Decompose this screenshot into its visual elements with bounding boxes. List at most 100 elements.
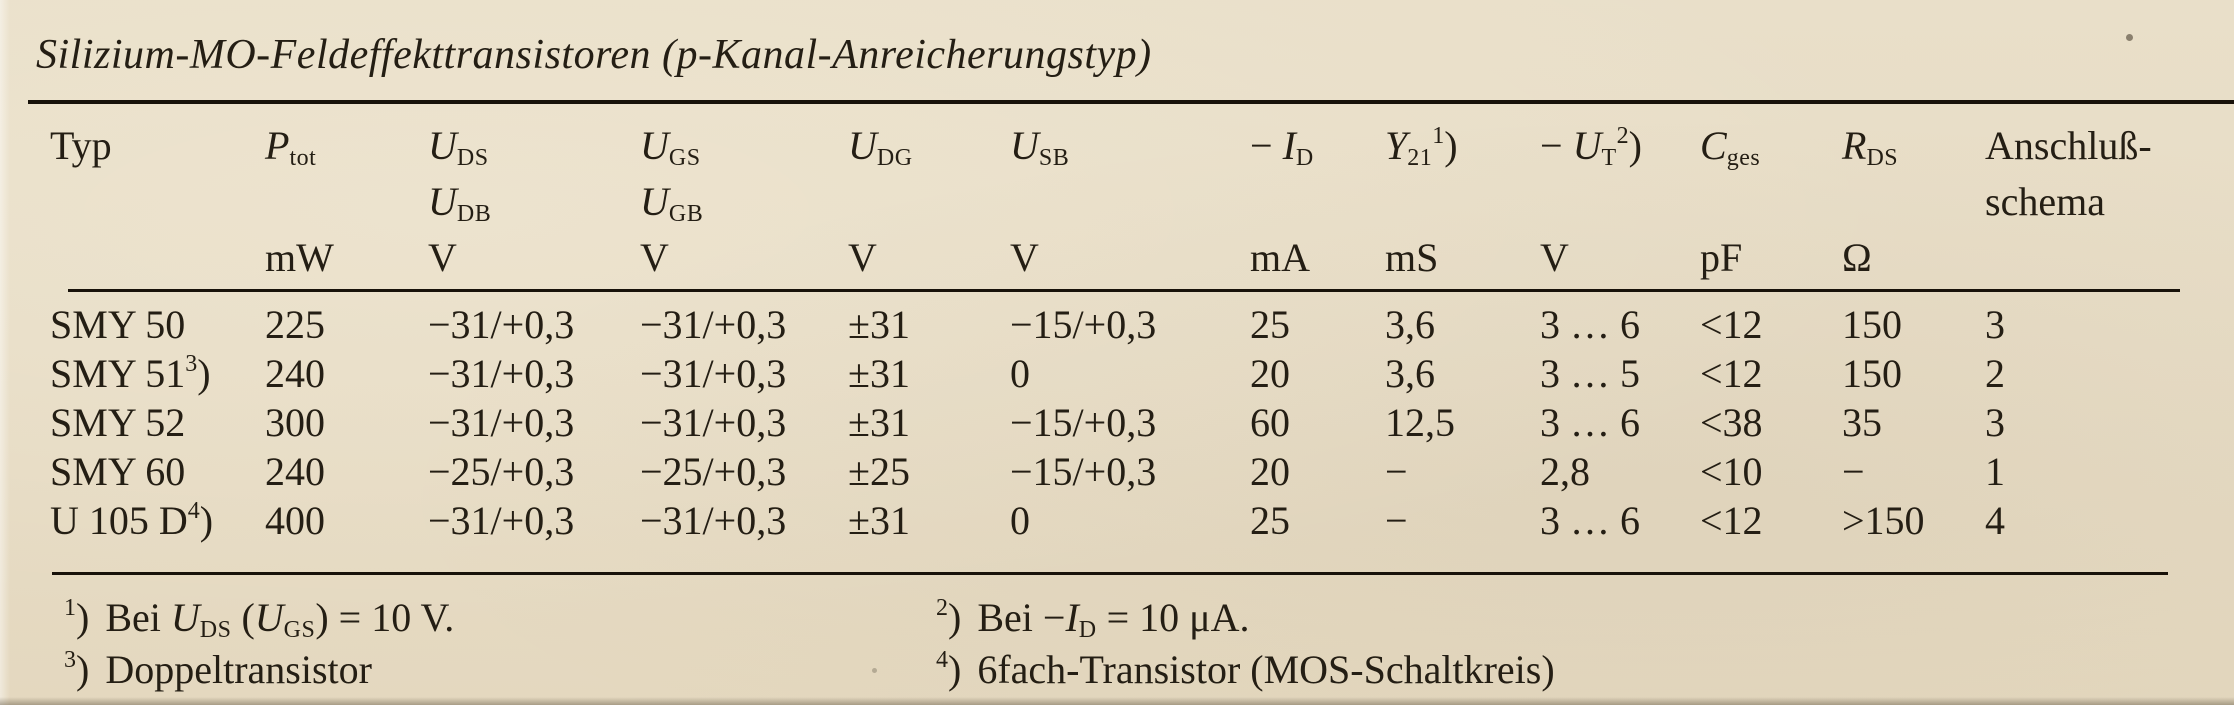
symbol-p: P [265,123,290,168]
horizontal-rule-top [28,100,2234,104]
footnote-mark-4: 4 [936,647,948,673]
symbol-r: R [1842,123,1867,168]
footnote-text: Bei [105,595,171,640]
cell-r2-typ: SMY 513) [50,349,265,398]
cell-r3-udg: ±31 [848,400,910,445]
subscript-ges: ges [1726,145,1761,171]
paren: ) [199,498,214,543]
minus-sign: − [1540,123,1573,168]
cell-r1-usb: −15/+0,3 [1010,302,1157,347]
cell-r5-schema: 4 [1985,498,2005,543]
cell-r3-ugs: −31/+0,3 [640,400,787,445]
footnote-mark-2: 2 [936,595,948,621]
cell-r2-ut: 3 … 5 [1540,351,1640,396]
cell-r5-uds: −31/+0,3 [428,498,575,543]
paper-speck [2126,34,2133,41]
horizontal-rule-above-footnotes [52,572,2168,575]
scan-left-edge [0,0,10,705]
subscript-gb: GB [668,201,704,227]
symbol-u: U [1572,123,1602,168]
cell-r4-udg: ±25 [848,449,910,494]
minus-sign: − [1250,123,1283,168]
col-header-cges: Cges [1700,118,1842,230]
subscript-d: D [1078,617,1097,643]
subscript-ds: DS [199,617,232,643]
paren: ) [197,351,211,396]
cell-r3-usb: −15/+0,3 [1010,400,1157,445]
subscript-tot: tot [289,145,317,171]
col-header-typ: Typ [50,118,265,230]
cell-r4-usb: −15/+0,3 [1010,449,1157,494]
type-name: SMY 50 [50,302,186,347]
col-header-id: − ID [1250,118,1385,230]
col-header-rds: RDS [1842,118,1985,230]
footnote-text: ( [231,595,255,640]
transistor-table: Typ Ptot UDS UDB UGS UGB UDG USB − ID Y2… [50,118,2204,545]
cell-r1-udg: ±31 [848,302,910,347]
cell-r3-schema: 3 [1985,400,2005,445]
symbol-u: U [428,179,457,224]
unit-y21: mS [1385,235,1439,280]
paren: ) [1628,123,1642,168]
footnote-4: 4) 6fach-Transistor (MOS-Schaltkreis) [936,648,1555,692]
cell-r3-typ: SMY 52 [50,398,265,447]
unit-ptot: mW [265,235,334,280]
cell-r2-uds: −31/+0,3 [428,351,575,396]
cell-r4-ugs: −25/+0,3 [640,449,787,494]
symbol-u: U [170,595,200,640]
footnote-text: Doppeltransistor [105,647,372,692]
cell-r3-ut: 3 … 6 [1540,400,1640,445]
horizontal-rule-under-units [68,289,2180,292]
cell-r5-ptot: 400 [265,498,325,543]
paren: ) [948,595,962,640]
symbol-u: U [254,595,284,640]
cell-r3-uds: −31/+0,3 [428,400,575,445]
unit-usb: V [1010,235,1039,280]
cell-r5-cges: <12 [1700,498,1763,543]
cell-r2-cges: <12 [1700,351,1763,396]
footnote-3: 3) Doppeltransistor [64,648,372,692]
paper-speck [872,668,877,673]
paren: ) [1444,123,1458,168]
page-title: Silizium-MO-Feldeffekttransistoren (p-Ka… [36,32,1152,78]
footnote-mark-1: 1 [64,595,76,621]
col-header-anschluss-line1: Anschluß- [1985,123,2152,168]
type-name: SMY 52 [50,400,186,445]
footnote-mark-2: 2 [1616,123,1629,149]
cell-r1-ugs: −31/+0,3 [640,302,787,347]
subscript-ds: DS [1866,145,1899,171]
subscript-ds: DS [456,145,489,171]
cell-r4-y21: − [1385,449,1408,494]
cell-r1-y21: 3,6 [1385,302,1435,347]
cell-r1-uds: −31/+0,3 [428,302,575,347]
subscript-gs: GS [668,145,701,171]
type-name: SMY 51 [50,351,186,396]
paren: ) [948,647,962,692]
cell-r3-ptot: 300 [265,400,325,445]
subscript-d: D [1295,145,1314,171]
col-header-usb: USB [1010,118,1250,230]
subscript-dg: DG [876,145,913,171]
unit-uds: V [428,235,457,280]
type-footnote-mark: 4 [187,498,200,524]
symbol-i: I [1065,595,1079,640]
col-header-anschluss-line2: schema [1985,179,2105,224]
cell-r1-ut: 3 … 6 [1540,302,1640,347]
unit-rds: Ω [1842,235,1872,280]
cell-r4-typ: SMY 60 [50,447,265,496]
symbol-y: Y [1385,123,1408,168]
cell-r5-id: 25 [1250,498,1290,543]
col-header-uds-udb: UDS UDB [428,118,640,230]
col-header-ut: − UT2) [1540,118,1700,230]
footnote-text: ) = 10 V. [315,595,455,640]
cell-r3-cges: <38 [1700,400,1763,445]
cell-r1-cges: <12 [1700,302,1763,347]
cell-r4-schema: 1 [1985,449,2005,494]
footnote-text: = 10 μA. [1096,595,1250,640]
cell-r1-ptot: 225 [265,302,325,347]
unit-cges: pF [1700,235,1743,280]
symbol-u: U [640,179,669,224]
paren: ) [76,595,90,640]
cell-r2-id: 20 [1250,351,1290,396]
cell-r5-typ: U 105 D4) [50,496,265,545]
